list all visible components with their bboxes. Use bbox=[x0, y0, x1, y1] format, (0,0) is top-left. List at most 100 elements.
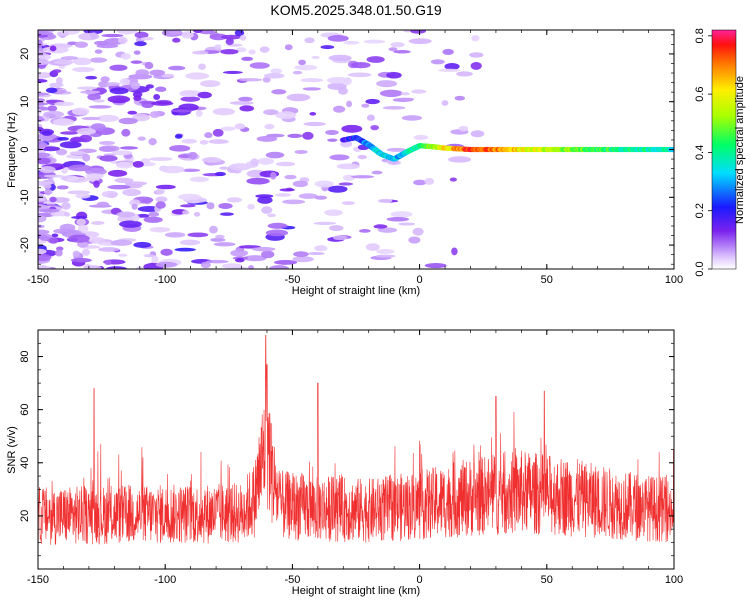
spectrogram-cell bbox=[143, 216, 163, 223]
spectrogram-cell bbox=[451, 247, 458, 256]
spectrogram-cell bbox=[82, 153, 91, 162]
spectrogram-cell bbox=[458, 125, 469, 132]
spectrogram-cell bbox=[149, 227, 171, 233]
spectrogram-cell bbox=[248, 49, 256, 55]
spectrogram-cell bbox=[430, 59, 445, 65]
spectrogram-cell bbox=[311, 55, 320, 59]
spectrogram-cell bbox=[366, 56, 385, 63]
spectrogram-cell bbox=[38, 78, 48, 83]
spectrogram-cell bbox=[275, 193, 291, 197]
spectrogram-cell bbox=[220, 34, 242, 40]
spectrogram-cell bbox=[238, 96, 253, 102]
spectrogram-cell bbox=[137, 136, 146, 141]
spectrogram-cell bbox=[454, 95, 466, 101]
spectrogram-cell bbox=[185, 72, 210, 80]
spectrogram-cell bbox=[38, 152, 51, 158]
spectrogram-cell bbox=[208, 139, 229, 144]
spectrogram-cell bbox=[213, 242, 236, 247]
spectrogram-cell bbox=[265, 151, 285, 159]
spectrogram-cell bbox=[76, 127, 96, 136]
spectrogram-cell bbox=[38, 31, 54, 36]
spectrogram-cell bbox=[140, 158, 151, 164]
spectrogram-cell bbox=[171, 109, 193, 113]
spectrogram-cell bbox=[365, 243, 380, 251]
spectrogram-cell bbox=[116, 211, 136, 218]
snr-ytick-label: 40 bbox=[19, 457, 31, 469]
spectrogram-cell bbox=[59, 229, 82, 236]
spectrogram-cell bbox=[292, 180, 309, 188]
spectrogram-cell bbox=[136, 213, 150, 218]
spectrogram-cell bbox=[89, 57, 107, 63]
spectrogram-cell bbox=[437, 68, 461, 72]
spectrogram-cell bbox=[209, 33, 228, 41]
spectrogram-cell bbox=[38, 253, 52, 262]
spectrogram-cell bbox=[85, 167, 107, 176]
spectrogram-cell bbox=[313, 221, 337, 225]
spectrogram-cell bbox=[164, 232, 186, 238]
spectrogram-cell bbox=[79, 134, 92, 143]
spectrogram-cell bbox=[470, 130, 485, 138]
spectrogram-cell bbox=[251, 246, 276, 252]
spectrogram-xtick-label: 0 bbox=[417, 274, 423, 286]
spectrogram-cell bbox=[373, 224, 388, 229]
spectrogram-cell bbox=[329, 225, 344, 232]
spectrogram-cell bbox=[375, 254, 396, 258]
spectrogram-cell bbox=[179, 90, 203, 96]
spectrogram-cell bbox=[199, 139, 209, 145]
spectrogram-cell bbox=[302, 131, 314, 140]
spectrogram-cell bbox=[155, 86, 167, 92]
spectrogram-cell bbox=[469, 52, 484, 58]
spectrogram-cell bbox=[219, 212, 234, 216]
spectrogram-cell bbox=[43, 184, 52, 189]
spectrogram-cell bbox=[69, 151, 87, 156]
spectrogram-cell bbox=[195, 110, 203, 117]
spectrogram-cell bbox=[56, 185, 69, 190]
spectrogram-cell bbox=[336, 163, 360, 170]
spectrogram-cell bbox=[241, 56, 254, 61]
spectrogram-cell bbox=[314, 180, 334, 188]
spectrogram-cell bbox=[220, 126, 236, 131]
spectrogram-cell bbox=[111, 150, 133, 156]
colorbar-tick-label: 0.0 bbox=[694, 261, 706, 276]
spectrogram-cell bbox=[38, 92, 50, 96]
spectrogram-cell bbox=[44, 188, 52, 196]
spectrogram-cell bbox=[80, 90, 101, 94]
spectrogram-cell bbox=[144, 61, 154, 70]
spectrogram-cell bbox=[43, 110, 65, 118]
spectrogram-cell bbox=[332, 235, 348, 241]
spectrogram-cell bbox=[293, 251, 309, 258]
spectrogram-cell bbox=[130, 60, 143, 64]
spectrogram-cell bbox=[72, 57, 92, 66]
spectrogram-cell bbox=[200, 80, 221, 88]
spectrogram-cell bbox=[294, 149, 308, 154]
spectrogram-cell bbox=[198, 63, 206, 70]
spectrogram-cell bbox=[341, 201, 355, 206]
spectrogram-cell bbox=[134, 41, 147, 47]
spectrogram-cell bbox=[83, 265, 102, 269]
spectrogram-cell bbox=[187, 151, 198, 160]
spectrogram-cell bbox=[302, 87, 322, 91]
spectrogram-cell bbox=[199, 30, 216, 35]
spectrogram-cell bbox=[325, 129, 339, 136]
spectrogram-cell bbox=[120, 53, 131, 60]
spectrogram-cell bbox=[239, 34, 247, 41]
spectrogram-cell bbox=[127, 110, 138, 115]
spectrogram-cell bbox=[153, 93, 161, 100]
spectrogram-cell bbox=[338, 182, 354, 186]
spectrogram-cell bbox=[143, 254, 155, 258]
spectrogram-cell bbox=[119, 78, 130, 86]
spectrogram-cell bbox=[161, 165, 185, 174]
spectrogram-cell bbox=[257, 196, 273, 204]
spectrogram-cell bbox=[38, 133, 57, 140]
spectrogram-cell bbox=[93, 180, 100, 188]
spectrogram-cell bbox=[178, 103, 199, 112]
spectrogram-cell bbox=[304, 37, 315, 44]
spectrogram-cell bbox=[53, 60, 73, 65]
spectrogram-cell bbox=[386, 217, 410, 222]
spectrogram-cell bbox=[155, 188, 165, 195]
colorbar-tick-label: 0.6 bbox=[694, 86, 706, 101]
spectrogram-cell bbox=[189, 176, 210, 183]
spectrogram-cell bbox=[155, 184, 176, 190]
spectrogram-cell bbox=[88, 105, 112, 109]
spectrogram-cell bbox=[333, 105, 346, 113]
